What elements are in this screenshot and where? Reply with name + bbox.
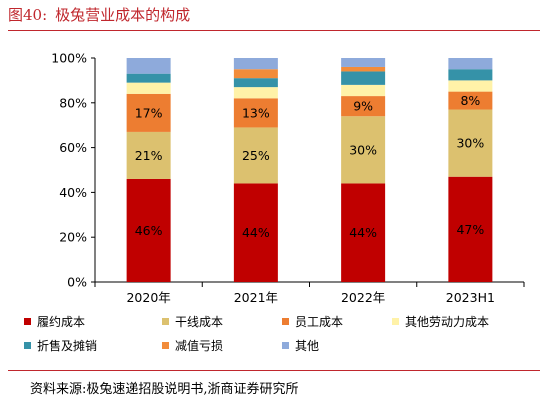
legend-label: 干线成本 <box>175 315 224 329</box>
legend-swatch <box>162 342 169 349</box>
data-label: 17% <box>135 105 163 120</box>
bar-segment <box>448 176 493 282</box>
data-label: 13% <box>242 105 270 120</box>
data-label: 30% <box>349 142 377 157</box>
bar-segment <box>126 82 171 94</box>
bar-segment <box>233 183 278 282</box>
data-label: 44% <box>242 225 270 240</box>
source-note: 资料来源:极兔速递招股说明书,浙商证券研究所 <box>30 382 299 397</box>
bar-segment <box>448 69 493 81</box>
data-label: 25% <box>242 148 270 163</box>
source-rule <box>8 370 540 371</box>
legend-item: 折售及摊销 <box>24 337 97 354</box>
legend-label: 其他劳动力成本 <box>405 315 490 329</box>
x-tick-label: 2020年 <box>126 290 170 305</box>
data-label: 9% <box>353 99 373 114</box>
legend-item: 减值亏损 <box>162 337 223 354</box>
bar-segment <box>341 116 386 184</box>
y-tick-label: 60% <box>59 140 87 155</box>
bar-segment <box>126 58 171 74</box>
y-tick-label: 80% <box>59 95 87 110</box>
legend-item: 员工成本 <box>282 313 343 330</box>
y-tick-label: 40% <box>59 185 87 200</box>
bar-segment <box>448 58 493 70</box>
legend-swatch <box>24 318 31 325</box>
bar-segment <box>126 93 171 132</box>
bar-segment <box>341 183 386 282</box>
bar-segment <box>233 58 278 70</box>
legend-item: 其他 <box>282 337 319 354</box>
legend-swatch <box>24 342 31 349</box>
bar-segment <box>448 91 493 110</box>
y-tick-label: 20% <box>59 230 87 245</box>
legend-swatch <box>162 318 169 325</box>
legend-label: 减值亏损 <box>175 339 224 353</box>
bar-segment <box>448 109 493 177</box>
legend-swatch <box>392 318 399 325</box>
data-label: 21% <box>135 148 163 163</box>
figure-title-text: 极兔营业成本的构成 <box>55 6 191 24</box>
legend-item: 履约成本 <box>24 313 85 330</box>
bar-segment <box>233 127 278 184</box>
legend-label: 履约成本 <box>37 315 86 329</box>
legend-label: 折售及摊销 <box>37 339 98 353</box>
title-rule <box>8 30 540 31</box>
data-label: 8% <box>460 93 480 108</box>
bar-segment <box>126 131 171 179</box>
y-tick-label: 0% <box>67 275 87 290</box>
bar-segment <box>126 73 171 83</box>
legend-swatch <box>282 342 289 349</box>
x-tick-label: 2021年 <box>234 290 278 305</box>
data-label: 30% <box>456 136 484 151</box>
bar-segment <box>341 66 386 72</box>
bar-segment <box>448 80 493 92</box>
legend-item: 其他劳动力成本 <box>392 313 489 330</box>
bar-segment <box>233 78 278 88</box>
legend-item: 干线成本 <box>162 313 223 330</box>
data-label: 44% <box>349 225 377 240</box>
y-tick-label: 100% <box>51 51 87 66</box>
stacked-bar-chart: 0% 20% 40% 60% 80% 100% 46% 21% 17% 2020年 44% 25% 13… <box>51 51 525 305</box>
bar-segment <box>341 58 386 67</box>
x-tick-label: 2022年 <box>341 290 385 305</box>
legend-swatch <box>282 318 289 325</box>
x-tick-label: 2023H1 <box>446 290 495 305</box>
bar-segment <box>233 98 278 128</box>
legend-label: 其他 <box>295 339 320 353</box>
bar-segment <box>341 96 386 117</box>
data-label: 47% <box>456 222 484 237</box>
bar-segment <box>233 69 278 79</box>
bar-segment <box>341 84 386 97</box>
figure-number: 图40: <box>8 6 48 24</box>
data-label: 46% <box>135 223 163 238</box>
figure-title: 图40: 极兔营业成本的构成 <box>8 4 190 25</box>
legend-label: 员工成本 <box>295 315 344 329</box>
bar-segment <box>233 87 278 99</box>
bar-segment <box>126 178 171 282</box>
bar-segment <box>341 71 386 85</box>
